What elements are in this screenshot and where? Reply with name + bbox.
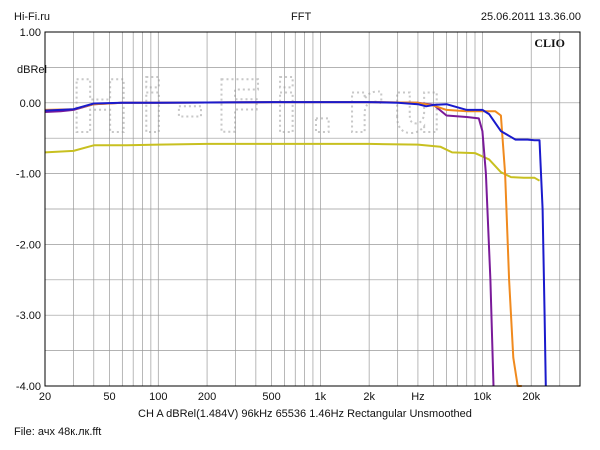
series-line-4 — [44, 101, 547, 387]
y-tick-label: 0.00 — [20, 98, 41, 110]
y-tick-label: -1.00 — [16, 169, 41, 181]
series-line-1 — [44, 142, 541, 182]
y-tick-label: 1.00 — [20, 27, 41, 39]
x-tick-label: 2k — [363, 391, 375, 403]
y-tick-label: -2.00 — [16, 239, 41, 251]
watermark-text: Hi-Fi.ru — [70, 65, 453, 149]
header-site: Hi-Fi.ru — [14, 11, 51, 23]
y-tick-label: -4.00 — [16, 381, 41, 393]
y-tick-label: -3.00 — [16, 310, 41, 322]
grid-lines — [45, 32, 580, 386]
y-tick-labels: 1.00 0.00 -1.00 -2.00 -3.00 -4.00 — [16, 27, 41, 393]
x-tick-label: 10k — [474, 391, 492, 403]
x-tick-label: Hz — [411, 391, 424, 403]
x-tick-label: 20 — [39, 391, 51, 403]
hifi-watermark: Hi-Fi.ru — [69, 64, 453, 150]
x-tick-label: 20k — [522, 391, 540, 403]
x-tick-label: 50 — [103, 391, 115, 403]
measurement-info: CH A dBRel(1.484V) 96kHz 65536 1.46Hz Re… — [138, 408, 472, 420]
series-lines — [44, 101, 547, 387]
clio-logo: CLIO — [534, 36, 565, 50]
file-name: File: ачх 48к.лк.fft — [14, 426, 102, 438]
x-tick-label: 500 — [262, 391, 280, 403]
y-axis-label: dBRel — [17, 64, 47, 76]
x-tick-label: 200 — [198, 391, 216, 403]
plot-frame — [44, 31, 581, 387]
x-tick-labels: 20 50 100 200 500 1k 2k Hz 10k 20k — [39, 391, 541, 403]
x-tick-label: 1k — [315, 391, 327, 403]
x-tick-label: 100 — [149, 391, 167, 403]
header-timestamp: 25.06.2011 13.36.00 — [480, 11, 581, 23]
header-title: FFT — [291, 11, 312, 23]
